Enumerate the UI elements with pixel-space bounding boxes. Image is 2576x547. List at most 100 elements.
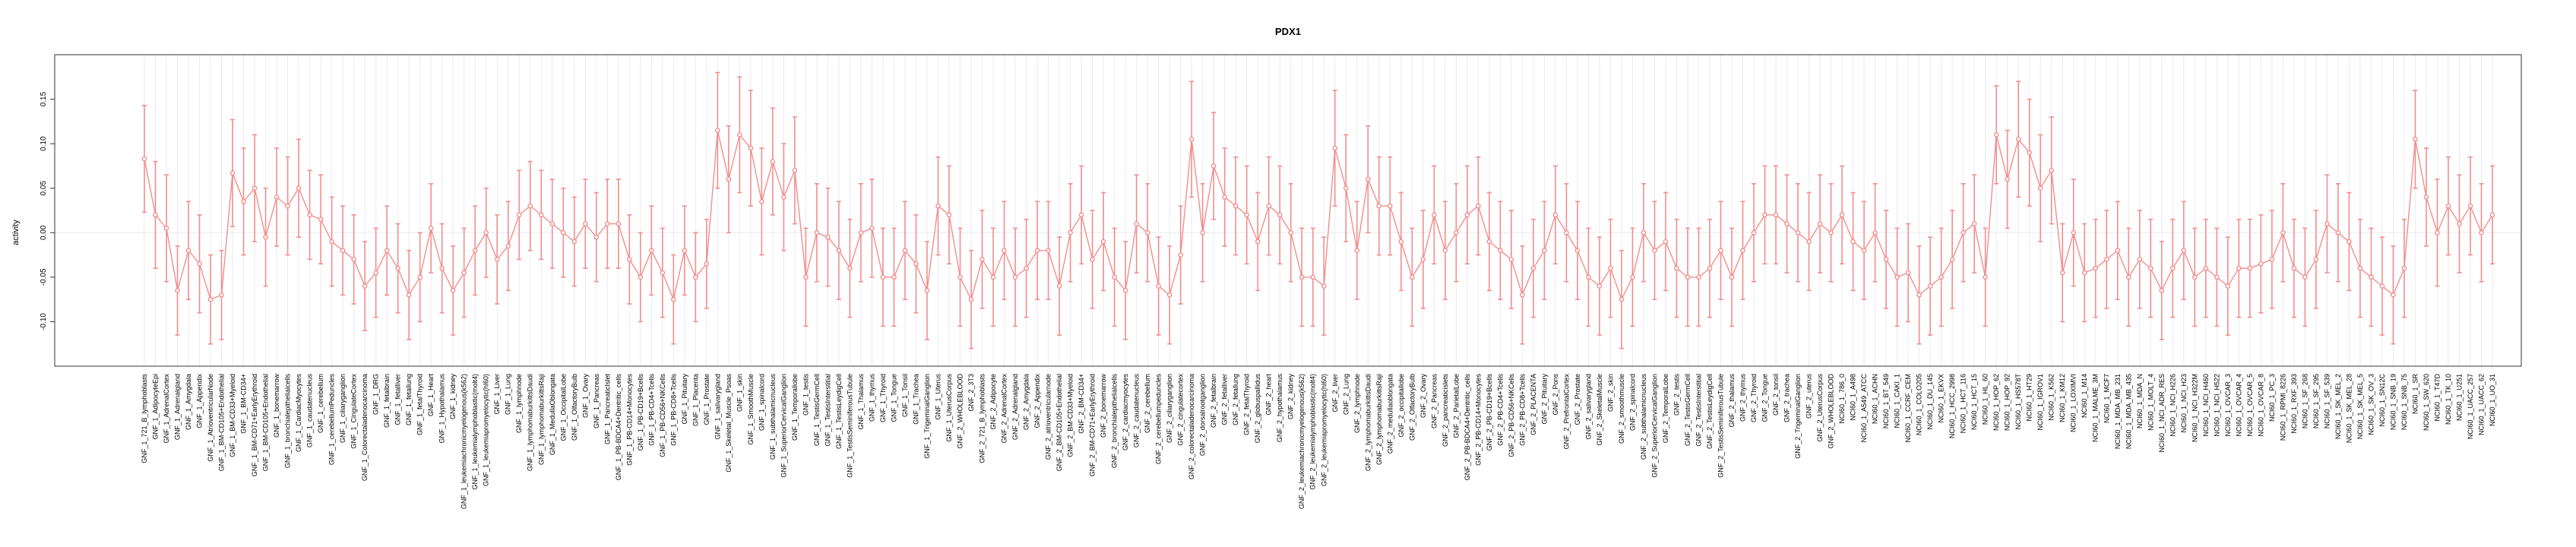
x-tick-label: GNF_1_PB-CD14+Monocytes [625, 374, 633, 466]
data-point [1751, 229, 1757, 236]
x-tick-label: GNF_1_kidney [449, 374, 457, 420]
x-tick-label: GNF_1_PB-CD19+Bcells [637, 374, 644, 451]
data-point [1795, 229, 1801, 236]
x-tick-label: GNF_1_fetalThyroid [416, 374, 424, 435]
data-point [560, 229, 566, 236]
y-tick-label: -0.10 [40, 313, 48, 330]
x-tick-label: NCI60_1_HS578T [2014, 374, 2022, 430]
x-tick-label: GNF_2_bronchialepithelialcells [1111, 374, 1119, 469]
data-point [792, 167, 798, 173]
data-point [2103, 257, 2109, 262]
x-tick-label: GNF_2_SuperiorCervicalGanglion [1650, 374, 1658, 478]
x-tick-label: GNF_1_TrigeminalGanglion [923, 374, 931, 459]
data-point [1641, 229, 1647, 236]
x-tick-label: GNF_2_PLACENTA [1530, 374, 1537, 435]
x-tick-label: GNF_2_3T3 [967, 374, 975, 412]
data-point [2015, 136, 2021, 142]
x-tick-label: GNF_1_Thalamus [857, 374, 865, 430]
x-tick-label: NCI60_1_UACC_62 [2477, 374, 2485, 435]
data-point [1166, 292, 1172, 298]
x-tick-label: NCI60_1_HL_60 [1982, 374, 1989, 425]
data-point [781, 194, 786, 200]
x-tick-label: GNF_2_cerebellumpeduncles [1155, 374, 1163, 465]
data-point [263, 234, 268, 240]
x-tick-label: GNF_1_Tongue [890, 374, 897, 422]
x-tick-label: NCI60_1_NCI_H322M [2191, 374, 2198, 442]
x-tick-label: GNF_1_Pituitary [681, 374, 688, 425]
data-point [957, 274, 963, 280]
x-tick-label: GNF_2_subthalamicnucleus [1640, 374, 1647, 460]
data-point [1597, 283, 1603, 289]
data-point [2258, 261, 2264, 267]
data-point [1321, 283, 1327, 289]
x-tick-label: NCI60_1_NCI_H23 [2180, 374, 2188, 433]
x-tick-label: GNF_2_PB-CD4+Tcells [1496, 374, 1504, 446]
x-tick-label: NCI60_1_UO_31 [2489, 374, 2496, 426]
x-tick-label: NCI60_1_RPMI_8226 [2279, 374, 2286, 441]
data-point [2071, 229, 2077, 236]
x-tick-label: GNF_1_Colorectaladenocarcinoma [361, 374, 369, 481]
data-point [1905, 270, 1911, 276]
y-tick-label: 0.05 [40, 181, 48, 196]
x-tick-label: NCI60_1_HT29 [2026, 374, 2033, 422]
data-point [1608, 265, 1613, 271]
data-point [1861, 248, 1867, 254]
x-tick-label: GNF_2_globuspallidus [1254, 374, 1261, 444]
x-tick-label: GNF_2_TestisGermCell [1684, 374, 1691, 446]
x-tick-label: GNF_1_PB-CD8+Tcells [669, 374, 677, 446]
x-tick-label: NCI60_1_CAKI_1 [1894, 374, 1901, 428]
x-tick-label: GNF_1_UterusCorpus [945, 374, 953, 442]
x-tick-label: GNF_1_Pancreas [593, 374, 600, 429]
x-tick-label: NCI60_1_A498 [1850, 374, 1857, 421]
data-point [660, 270, 666, 276]
data-point [2147, 265, 2154, 271]
x-tick-label: GNF_2_medullaoblongata [1386, 374, 1394, 454]
data-point [450, 288, 456, 293]
data-point [1971, 221, 1977, 226]
data-point [185, 248, 191, 254]
x-tick-label: GNF_2_fetallung [1232, 374, 1239, 425]
x-tick-label: NCI60_1_HCC_2998 [1948, 374, 1956, 438]
data-point [814, 229, 820, 236]
data-point [1828, 229, 1834, 236]
x-tick-label: NCI60_1_SF_295 [2312, 374, 2320, 428]
data-points [141, 128, 2495, 302]
data-point [1012, 274, 1018, 280]
x-tick-label: NCI60_1_KM12 [2059, 374, 2066, 422]
x-tick-label: GNF_2_TemporalLobe [1662, 374, 1669, 443]
x-tick-label: GNF_1_TestisGermCell [813, 374, 821, 446]
data-point [351, 257, 356, 262]
data-point [1530, 265, 1536, 271]
x-tick-label: GNF_2_atrioventricularnode [1045, 374, 1052, 460]
x-tick-label: GNF_1_TestisSeminiferousTubule [846, 374, 853, 478]
x-tick-label: GNF_1_MedullaOblongata [549, 374, 556, 455]
data-point [2049, 167, 2055, 173]
x-tick-label: GNF_1_AtrioventricularNode [207, 374, 214, 462]
data-point [163, 226, 169, 231]
data-point [549, 221, 555, 226]
x-tick-label: NCI60_1_COLO205 [1916, 374, 1923, 435]
x-tick-label: GNF_2_Lung [1342, 374, 1350, 415]
x-tick-label: GNF_1_BM-CD105+Endothelial [262, 374, 270, 471]
x-tick-label: GNF_2_fetalliver [1221, 374, 1229, 425]
data-point [593, 234, 600, 240]
y-tick-label: 0.00 [40, 225, 48, 240]
error-bars [142, 71, 2495, 349]
x-tick-label: NCI60_1_NCI_H460 [2202, 374, 2210, 437]
x-tick-label: GNF_1_fetalbrain [383, 374, 391, 428]
data-point [384, 248, 390, 254]
data-point [2489, 212, 2495, 218]
x-tick-label: NCI60_1_BT_549 [1882, 374, 1890, 428]
x-tick-label: NCI60_1_T47D [2433, 374, 2441, 422]
series-line [144, 130, 2493, 302]
data-point [1464, 212, 1470, 218]
data-point [1498, 248, 1503, 254]
data-point [1696, 274, 1701, 280]
x-tick-label: NCI60_1_IGROV1 [2036, 374, 2044, 431]
data-point [2280, 229, 2286, 236]
x-tick-label: GNF_2_TrigeminalGanglion [1794, 374, 1802, 459]
data-point [748, 145, 754, 151]
data-point [516, 212, 522, 218]
data-point [1762, 212, 1767, 218]
x-tick-label: GNF_1_PB-BDCA4+Dentritic_cells [615, 374, 622, 481]
